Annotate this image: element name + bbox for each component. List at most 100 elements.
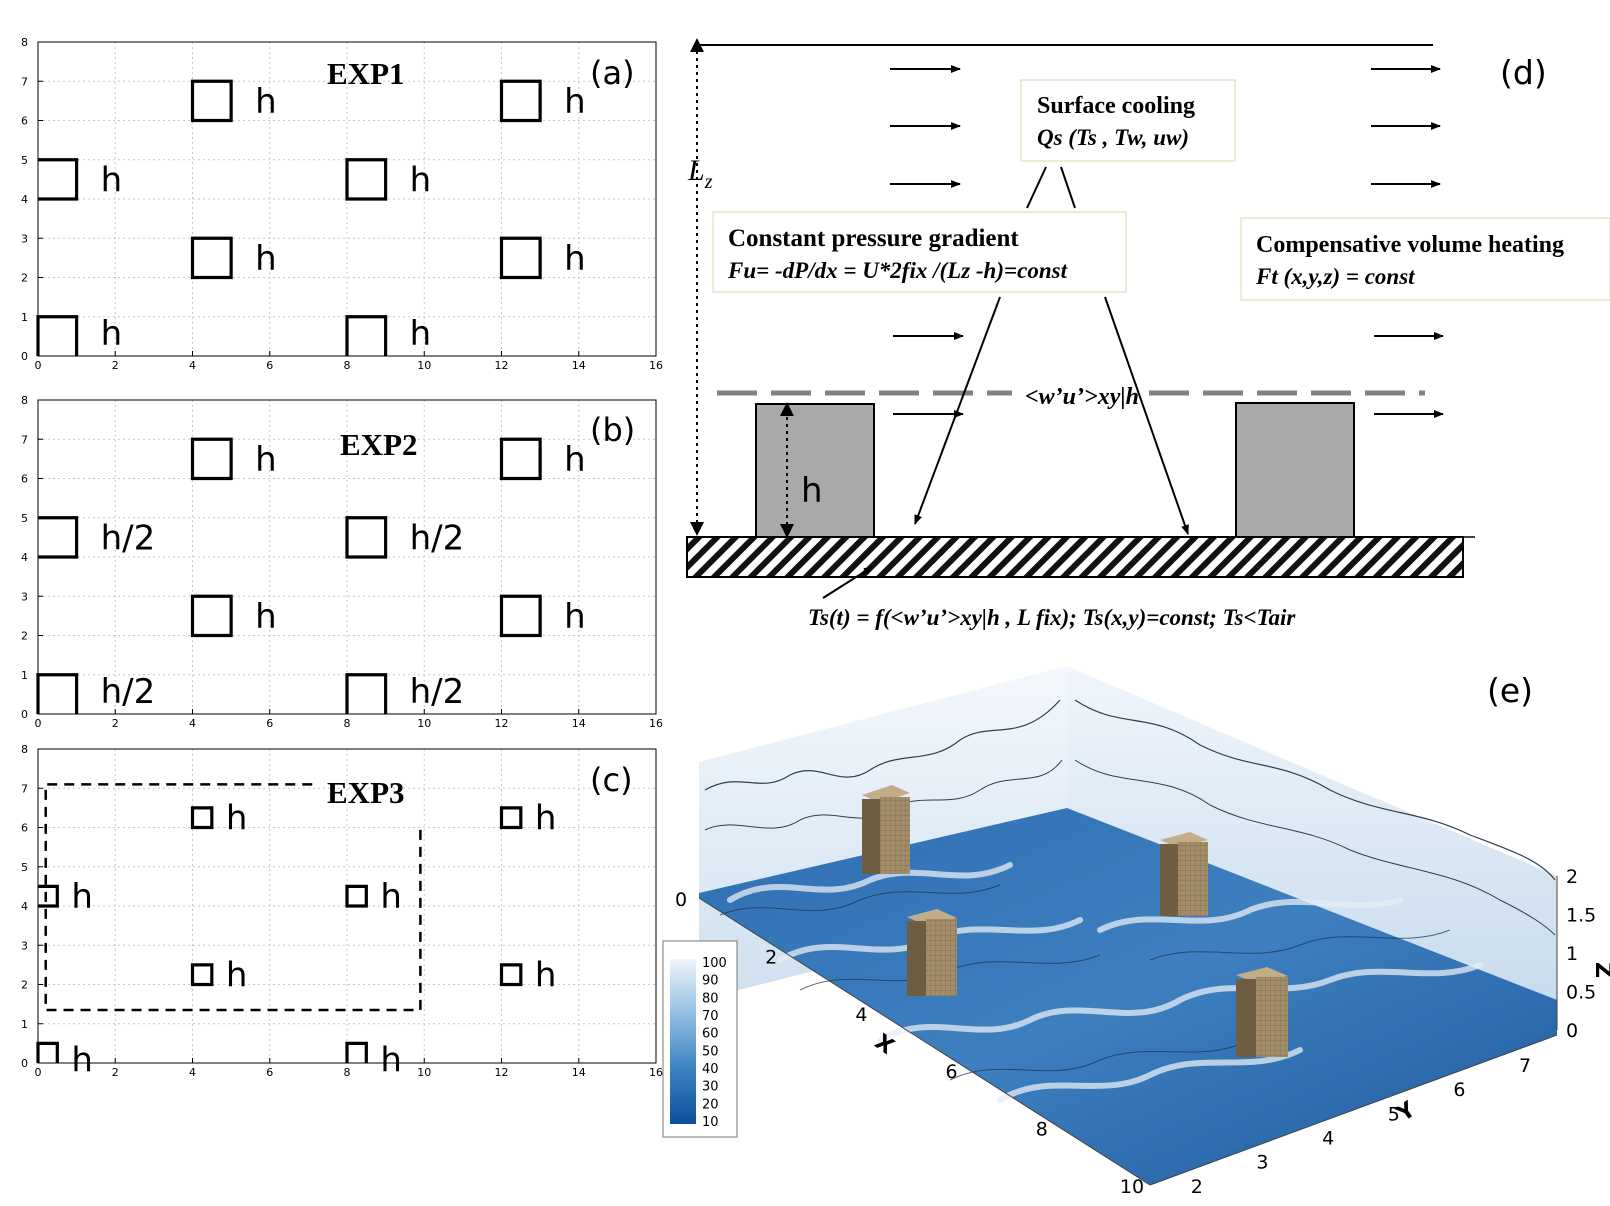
building-height-label: h: [226, 799, 248, 839]
building-height-label: h/2: [410, 518, 465, 558]
building-footprint: [190, 963, 214, 987]
panel-d-label: (d): [1500, 53, 1547, 92]
diag-arrow-right: [1104, 296, 1189, 535]
building-footprint: [36, 1041, 59, 1063]
building-left: [755, 403, 875, 538]
y-tick-label: 4: [1322, 1128, 1334, 1150]
building-footprint: [345, 315, 388, 356]
panel-label: (b): [590, 411, 635, 449]
x-tick-label: 6: [266, 1066, 273, 1079]
y-tick-label: 1: [21, 669, 28, 682]
x-tick-label: 2: [765, 946, 777, 968]
building-height-label: h: [564, 239, 586, 279]
building-height-label: h: [380, 877, 402, 917]
building-height-label: h: [410, 160, 432, 200]
hatched-ground: [686, 536, 1464, 578]
y-tick-label: 3: [1256, 1152, 1268, 1174]
colorbar-tick-label: 50: [702, 1044, 719, 1059]
x-axis-line: [698, 897, 1151, 1186]
x-tick-label: 14: [572, 359, 586, 372]
x-tick-label: 8: [1036, 1119, 1048, 1141]
building-height-label: h: [255, 82, 277, 122]
colorbar-ticks: 100 90 80 70 60 50 40 30 20 10: [702, 956, 727, 1130]
volume-heating-title: Compensative volume heating: [1256, 232, 1564, 258]
colorbar-tick-label: 40: [702, 1062, 719, 1077]
lz-arrow-bottom: [690, 522, 704, 536]
building-right: [1235, 402, 1355, 538]
y-tick-label: 6: [21, 822, 28, 835]
x-tick-label: 14: [572, 717, 586, 730]
building-footprint: [190, 79, 233, 123]
building-3d-4: [1236, 967, 1288, 1057]
y-tick-label: 4: [21, 193, 28, 206]
building-footprint: [345, 516, 388, 559]
y-tick-label: 0: [21, 1057, 28, 1070]
flow-arrows-left: [890, 65, 964, 418]
dashed-analysis-region: [44, 783, 422, 1012]
diag-arrow-left: [914, 296, 1001, 525]
panel-e-label: (e): [1487, 671, 1533, 710]
flux-label-bg: [1012, 380, 1142, 408]
lz-arrow-top: [690, 38, 704, 52]
x-tick-label: 12: [495, 717, 509, 730]
building-height-label: h/2: [101, 672, 156, 712]
y-tick-label: 7: [21, 75, 28, 88]
flux-label: <w’u’>xy|h: [1025, 384, 1139, 410]
building-height-label: h: [101, 314, 123, 354]
h-label: h: [801, 471, 823, 511]
y-tick-label: 1: [21, 311, 28, 324]
y-tick-label: 2: [21, 630, 28, 643]
z-tick-label: 2: [1566, 866, 1578, 888]
x-tick-label: 0: [35, 1066, 42, 1079]
z-tick-label: 0.5: [1566, 982, 1596, 1004]
building-footprint: [499, 79, 542, 123]
colorbar-tick-label: 10: [702, 1115, 719, 1130]
x-tick-label: 4: [855, 1004, 867, 1026]
x-tick-label: 0: [675, 889, 687, 911]
building-footprint: [190, 437, 233, 481]
building-footprint: [345, 884, 368, 908]
building-height-label: h: [101, 160, 123, 200]
y-tick-label: 5: [21, 512, 28, 525]
building-footprint: [499, 236, 542, 280]
x-tick-label: 12: [495, 359, 509, 372]
y-tick-label: 8: [21, 394, 28, 407]
colorbar-tick-label: 30: [702, 1080, 719, 1095]
building-height-label: h: [564, 82, 586, 122]
y-tick-label: 3: [21, 232, 28, 245]
y-tick-label: 0: [21, 350, 28, 363]
building-footprint: [38, 516, 79, 559]
surface-temp-formula: Ts(t) = f(<w’u’>xy|h , L fix); Ts(x,y)=c…: [808, 605, 1296, 630]
x-tick-label: 0: [35, 717, 42, 730]
z-tick-label: 1.5: [1566, 905, 1596, 927]
right-wall: [1067, 666, 1557, 1030]
right-wall-contours-2: [1074, 759, 1556, 936]
back-wall-contours: [704, 699, 1061, 791]
x-tick-label: 16: [649, 359, 663, 372]
panel-b: 0 2 4 6 8 10 12 14 16012345678h/2h/2hhh/2h/2hh(b…: [21, 394, 663, 730]
y-tick-label: 4: [21, 900, 28, 913]
y-tick-label: 7: [21, 433, 28, 446]
surface-cooling-formula: Qs (Ts , Tw, uw): [1037, 125, 1189, 150]
x-tick-label: 2: [112, 1066, 119, 1079]
y-tick-label: 2: [21, 979, 28, 992]
y-tick-label: 5: [21, 154, 28, 167]
building-3d-1: [862, 785, 910, 874]
y-tick-label: 3: [21, 939, 28, 952]
building-3d-2: [1160, 832, 1208, 916]
building-footprint: [36, 673, 79, 714]
x-tick-label: 4: [189, 1066, 196, 1079]
x-tick-label: 6: [266, 717, 273, 730]
x-tick-label: 8: [344, 717, 351, 730]
pressure-gradient-box: [712, 211, 1127, 293]
x-tick-label: 8: [344, 1066, 351, 1079]
building-footprint: [499, 806, 523, 830]
pressure-gradient-formula: Fu= -dP/dx = U*2fix /(Lz -h)=const: [727, 258, 1068, 283]
building-height-label: h/2: [410, 672, 465, 712]
x-tick-label: 10: [417, 1066, 431, 1079]
